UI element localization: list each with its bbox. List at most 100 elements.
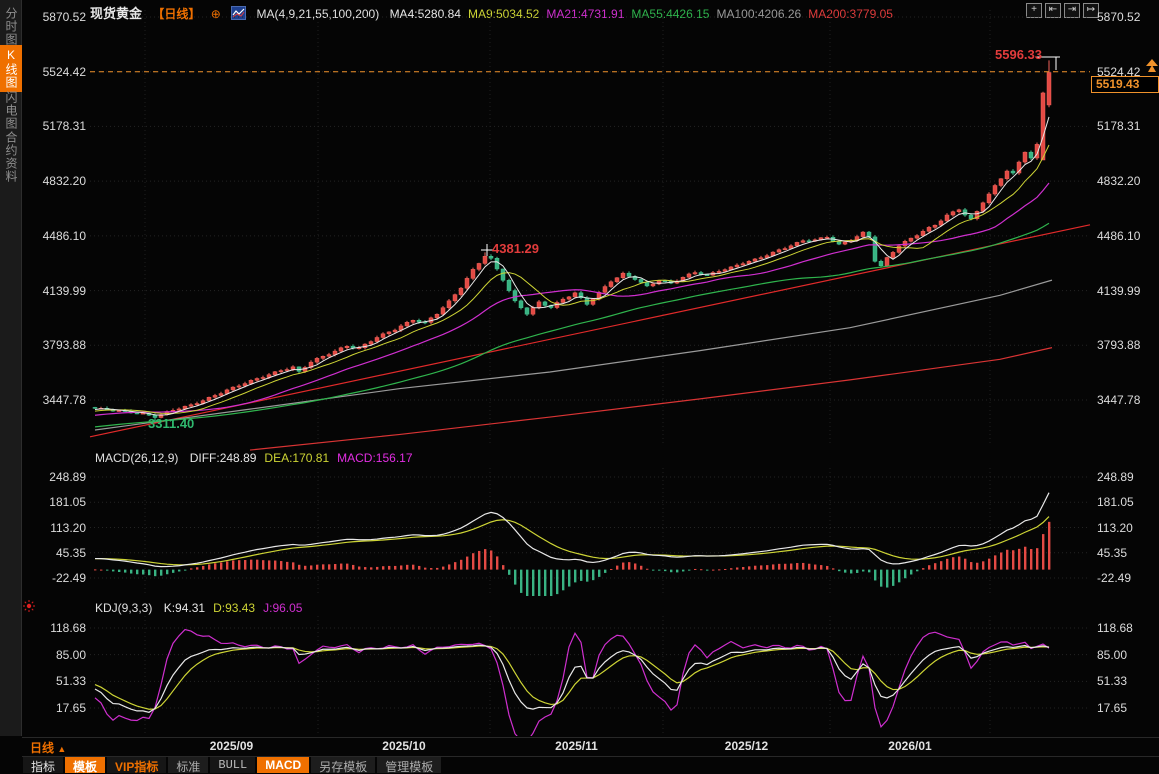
period-tag: 【日线】 xyxy=(152,7,201,21)
axis-label: 3793.88 xyxy=(1097,338,1141,353)
axis-label: 17.65 xyxy=(55,701,86,715)
instrument-title: 现货黄金 xyxy=(90,6,143,21)
date-label: 2025/12 xyxy=(724,739,769,753)
bottom-toolbar: 指标 模板 VIP指标 标准 BULL MACD 另存模板 管理模板 xyxy=(23,757,442,774)
axis-label: 5524.42 xyxy=(1097,64,1141,79)
axis-label: 3447.78 xyxy=(1097,393,1141,407)
add-compare-icon[interactable]: ⊕ xyxy=(210,7,221,21)
ma200-line xyxy=(249,347,1053,451)
axis-label: 3793.88 xyxy=(42,338,86,353)
axis-label: 5870.52 xyxy=(42,10,86,24)
indicator-value: MACD:156.17 xyxy=(337,451,413,465)
indicator-value: K:94.31 xyxy=(163,601,206,615)
toolbar-tab-5[interactable]: BULL xyxy=(210,757,256,773)
axis-label: 3447.78 xyxy=(42,393,86,407)
kdj-panel-header: KDJ(9,3,3) K:94.31 D:93.43 J:96.05 xyxy=(95,601,318,615)
date-label: 2025/09 xyxy=(209,739,254,753)
kdj-panel xyxy=(90,616,1090,736)
axis-label: 4486.10 xyxy=(1097,228,1141,243)
toolbar-tab-1[interactable]: 指标 xyxy=(23,757,64,774)
kdj-title: KDJ(9,3,3) xyxy=(95,601,153,615)
october-peak-annotation: 4381.29 xyxy=(492,241,539,256)
ma-value: MA200:3779.05 xyxy=(808,7,893,21)
ma55-line xyxy=(94,222,1050,428)
panel-separator xyxy=(22,737,1159,738)
ma100-line xyxy=(94,279,1053,431)
date-label: 2026/01 xyxy=(888,739,932,753)
axis-label: 4139.99 xyxy=(1097,283,1141,298)
sidebar-item-4[interactable]: 合约资料 xyxy=(4,131,18,183)
alert-icon[interactable] xyxy=(23,600,35,612)
axis-expand-icon[interactable]: ⇥ xyxy=(1064,3,1080,18)
axis-label: 5178.31 xyxy=(42,119,86,134)
ma-value: MA21:4731.91 xyxy=(546,7,625,21)
ma-value: MA100:4206.26 xyxy=(716,7,802,21)
candles xyxy=(92,60,1052,422)
sidebar-item-2[interactable]: K线图 xyxy=(0,45,22,92)
pan-right-icon[interactable]: ↦ xyxy=(1083,3,1099,18)
macd-panel xyxy=(90,468,1090,596)
axis-label: 4486.10 xyxy=(42,228,86,243)
ma-value: MA4:5280.84 xyxy=(389,7,461,21)
diff-line xyxy=(94,492,1050,568)
last-price-tag: 5519.43 xyxy=(1091,76,1159,93)
axis-label: 181.05 xyxy=(49,495,86,510)
k-line xyxy=(94,644,1050,713)
period-arrow-icon: ▲ xyxy=(57,744,67,754)
toolbar-tab-2[interactable]: 模板 xyxy=(65,757,106,774)
toolbar-tab-6[interactable]: MACD xyxy=(257,757,310,773)
toolbar-tab-4[interactable]: 标准 xyxy=(168,757,209,774)
axis-label: 5178.31 xyxy=(1097,119,1141,134)
ma4-line xyxy=(94,116,1050,416)
indicator-value: J:96.05 xyxy=(263,601,303,615)
axis-label: 5870.52 xyxy=(1097,10,1141,24)
date-label: 2025/10 xyxy=(382,739,426,753)
macd-title: MACD(26,12,9) xyxy=(95,451,179,465)
indicator-value: DIFF:248.89 xyxy=(189,451,257,465)
chart-header: 现货黄金 【日线】 ⊕ MA(4,9,21,55,100,200) MA4:52… xyxy=(90,3,907,22)
toolbar-tab-7[interactable]: 另存模板 xyxy=(311,757,376,774)
j-line xyxy=(94,628,1050,736)
kdj-values: K:94.31 D:93.43 J:96.05 xyxy=(164,601,311,615)
axis-label: 4832.20 xyxy=(42,174,86,189)
axis-compress-icon[interactable]: ⇤ xyxy=(1045,3,1061,18)
axis-label: 4832.20 xyxy=(1097,174,1141,189)
toolbar-tab-3[interactable]: VIP指标 xyxy=(107,757,167,774)
indicator-value: DEA:170.81 xyxy=(264,451,330,465)
date-label: 2025/11 xyxy=(555,739,598,753)
ma-value: MA9:5034.52 xyxy=(467,7,540,21)
axis-label: 85.00 xyxy=(1097,647,1128,662)
macd-values: DIFF:248.89 DEA:170.81 MACD:156.17 xyxy=(190,451,421,465)
toolbar-tab-8[interactable]: 管理模板 xyxy=(377,757,442,774)
left-sidebar: 分时图 K线图 闪电图 合约资料 xyxy=(0,0,22,736)
range-low-annotation: 3311.40 xyxy=(148,416,195,431)
macd-panel-header: MACD(26,12,9) DIFF:248.89 DEA:170.81 MACD:… xyxy=(95,451,429,465)
sidebar-item-1[interactable]: 分时图 xyxy=(4,7,18,46)
axis-label: 5524.42 xyxy=(42,64,86,79)
main-price-panel xyxy=(89,10,1091,451)
axis-label: 113.20 xyxy=(50,520,86,535)
dea-line xyxy=(94,516,1050,566)
axis-label: 248.89 xyxy=(49,470,86,484)
axis-label: 118.68 xyxy=(1097,621,1133,635)
axis-label: 181.05 xyxy=(1097,495,1134,510)
period-indicator[interactable]: 日线 ▲ xyxy=(30,741,67,755)
axis-label: 51.33 xyxy=(1097,674,1128,689)
ma9-line xyxy=(94,144,1050,414)
axis-label: -22.49 xyxy=(1097,571,1132,585)
ma21-line xyxy=(94,182,1050,416)
axis-label: 45.35 xyxy=(1097,545,1128,560)
axis-label: 113.20 xyxy=(1097,520,1133,535)
chart-toolbar-icons: + ⇤ ⇥ ↦ xyxy=(1026,3,1099,18)
d-line xyxy=(94,645,1050,710)
price-up-marker-icon xyxy=(1146,59,1158,66)
session-high-annotation: 5596.33 xyxy=(995,47,1042,62)
axis-label: 45.35 xyxy=(55,545,86,560)
axis-label: 118.68 xyxy=(50,621,86,635)
axis-label: 4139.99 xyxy=(42,283,86,298)
toolbar-separator xyxy=(22,756,1159,757)
axis-label: 248.89 xyxy=(1097,470,1134,484)
sidebar-item-3[interactable]: 闪电图 xyxy=(4,91,18,130)
